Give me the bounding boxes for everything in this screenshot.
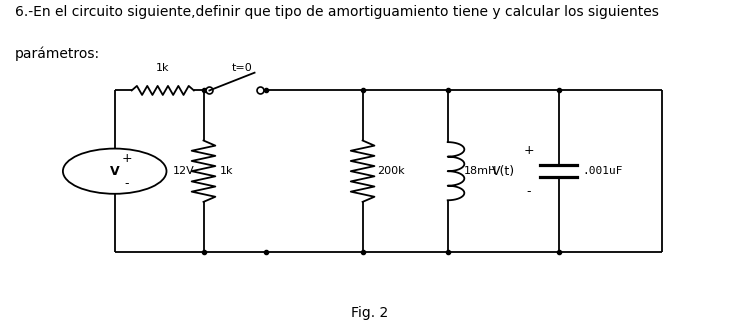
Text: V: V <box>110 165 120 178</box>
Text: parámetros:: parámetros: <box>15 47 100 61</box>
Text: Fig. 2: Fig. 2 <box>352 306 389 320</box>
Text: 6.-En el circuito siguiente,definir que tipo de amortiguamiento tiene y calcular: 6.-En el circuito siguiente,definir que … <box>15 5 659 19</box>
Text: 18mH: 18mH <box>464 166 497 176</box>
Text: 1k: 1k <box>220 166 233 176</box>
Text: 12V: 12V <box>172 166 194 176</box>
Text: 1k: 1k <box>156 63 169 73</box>
Text: V(t): V(t) <box>491 165 515 178</box>
Text: 200k: 200k <box>377 166 405 176</box>
Text: +: + <box>524 144 534 157</box>
Text: -: - <box>527 185 531 198</box>
Text: -: - <box>124 177 129 190</box>
Text: .001uF: .001uF <box>582 166 623 176</box>
Text: t=0: t=0 <box>232 63 253 73</box>
Text: +: + <box>121 152 132 165</box>
